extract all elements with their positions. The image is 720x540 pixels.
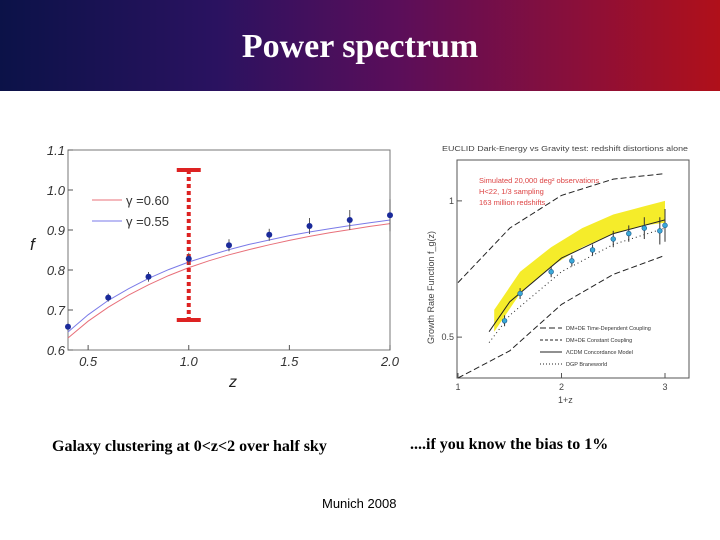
right-chart-ticks: 1 2 3 0.5 1 — [441, 196, 667, 392]
data-point — [65, 323, 71, 330]
x-tick-label: 1.5 — [280, 354, 299, 369]
y-tick-label: 0.5 — [441, 332, 454, 342]
data-point — [517, 290, 523, 297]
y-tick-label: 0.9 — [47, 223, 65, 238]
right-chart-model-curves — [457, 173, 666, 379]
legend-constant-coupling: DM+DE Constant Coupling — [566, 338, 632, 344]
y-tick-label: 0.8 — [47, 263, 66, 278]
data-point — [641, 225, 648, 231]
data-point — [346, 217, 353, 223]
data-point — [657, 228, 663, 234]
left-chart-data-points — [65, 199, 393, 331]
right-chart-title: EUCLID Dark-Energy vs Gravity test: reds… — [442, 144, 688, 153]
data-point — [589, 247, 596, 253]
caption-galaxy-clustering: Galaxy clustering at 0<z<2 over half sky — [52, 438, 327, 455]
y-tick-label: 0.6 — [47, 343, 66, 358]
model-curve-concordance — [488, 219, 666, 332]
data-point — [306, 223, 313, 229]
y-tick-label: 0.7 — [47, 303, 66, 318]
data-point — [626, 230, 632, 237]
right-chart-ylabel: Growth Rate Function f_g(z) — [426, 231, 436, 344]
x-tick-label: 2 — [559, 382, 564, 392]
data-point — [145, 273, 152, 280]
left-chart-highlight-marker — [176, 168, 201, 322]
y-tick-label: 1.0 — [47, 183, 66, 198]
y-tick-label: 1 — [449, 196, 454, 206]
data-point — [569, 258, 575, 264]
legend-gamma-060: γ =0.60 — [126, 193, 169, 208]
right-chart-frame — [456, 159, 690, 379]
model-curve-lower_dash — [457, 254, 666, 379]
growth-rate-chart: 0.5 1.0 1.5 2.0 0.6 0.7 0.8 0.9 1.0 1.1 z f γ =0.… — [30, 143, 400, 391]
right-chart-data-points — [501, 209, 668, 327]
caption-bias: ....if you know the bias to 1% — [410, 436, 609, 453]
data-point — [105, 294, 112, 301]
right-chart-legend: DM+DE Time-Dependent Coupling DM+DE Cons… — [540, 326, 651, 368]
legend-concordance: ΛCDM Concordance Model — [566, 350, 633, 356]
right-chart-xlabel: 1+z — [558, 395, 573, 405]
legend-dgp: DGP Braneworld — [566, 362, 607, 368]
data-point — [662, 222, 668, 229]
title-banner — [0, 0, 720, 91]
model-curve — [67, 223, 391, 339]
data-point — [387, 212, 393, 219]
x-tick-label: 3 — [662, 382, 667, 392]
right-chart-confidence-band — [494, 200, 665, 332]
y-tick-label: 1.1 — [47, 143, 65, 158]
left-chart-xlabel: z — [228, 374, 237, 391]
legend-time-dependent: DM+DE Time-Dependent Coupling — [566, 326, 651, 332]
model-curve-upper_dash — [457, 173, 666, 283]
right-chart-annotation-3: 163 million redshifts — [479, 198, 546, 207]
data-point — [185, 255, 192, 262]
right-chart-annotation-2: H<22, 1/3 sampling — [479, 187, 544, 196]
left-chart-ylabel: f — [30, 235, 37, 254]
footer-text: Munich 2008 — [322, 496, 397, 511]
slide-title: Power spectrum — [241, 28, 479, 65]
data-point — [548, 269, 554, 275]
data-point — [610, 236, 616, 242]
left-chart-ticks: 0.5 1.0 1.5 2.0 0.6 0.7 0.8 0.9 1.0 1.1 — [47, 143, 400, 369]
data-point — [226, 242, 232, 249]
left-chart-legend: γ =0.60 γ =0.55 — [92, 193, 169, 229]
x-tick-label: 0.5 — [79, 354, 98, 369]
x-tick-label: 1 — [455, 382, 460, 392]
euclid-growth-chart: EUCLID Dark-Energy vs Gravity test: reds… — [426, 144, 690, 405]
x-tick-label: 1.0 — [180, 354, 199, 369]
right-chart-annotation-1: Simulated 20,000 deg² observations — [479, 176, 599, 185]
legend-gamma-055: γ =0.55 — [126, 214, 169, 229]
data-point — [501, 318, 508, 324]
data-point — [266, 231, 273, 238]
confidence-band — [494, 200, 665, 332]
x-tick-label: 2.0 — [380, 354, 400, 369]
